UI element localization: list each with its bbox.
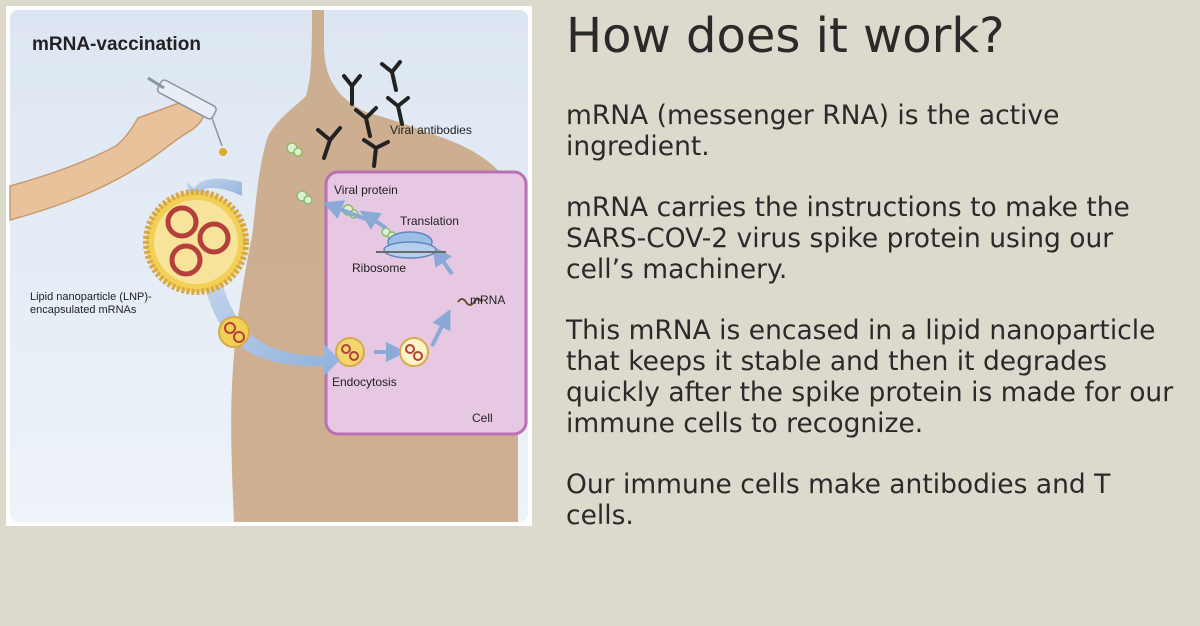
- ribosome-icon: [376, 231, 446, 259]
- mrna-strand-icon: [457, 298, 483, 306]
- arrow-release-mrna: [430, 309, 451, 347]
- small-lnp-icon: [218, 316, 250, 348]
- endosome-icons: [335, 337, 429, 367]
- antibody-icons: [316, 60, 410, 168]
- syringe-icon: [147, 76, 227, 156]
- mrna-vaccination-diagram: Viral antibodies Viral protein Translati…: [9, 10, 528, 522]
- cell-compartment: [324, 170, 528, 436]
- paragraph-immune-cells: Our immune cells make antibodies and T c…: [566, 469, 1111, 531]
- diagram-frame: Viral antibodies Viral protein Translati…: [6, 6, 532, 526]
- label-ribosome: Ribosome: [352, 261, 406, 275]
- label-cell: Cell: [472, 411, 493, 425]
- slide-title: How does it work?: [566, 8, 1005, 64]
- label-translation: Translation: [400, 214, 459, 228]
- slide-body: mRNA (messenger RNA) is the active ingre…: [566, 100, 1186, 561]
- label-mrna: mRNA: [470, 293, 505, 307]
- label-lnp-line1: Lipid nanoparticle (LNP)-: [30, 291, 152, 303]
- paragraph-instructions: mRNA carries the instructions to make th…: [566, 192, 1130, 285]
- arrow-translation: [359, 210, 388, 230]
- label-viral-antibodies: Viral antibodies: [390, 123, 472, 137]
- lipid-nanoparticle-icon: [143, 189, 249, 295]
- label-viral-protein: Viral protein: [334, 183, 398, 197]
- paragraph-active-ingredient: mRNA (messenger RNA) is the active ingre…: [566, 100, 1060, 162]
- arrow-mrna-to-ribosome: [432, 245, 454, 276]
- paragraph-lipid-nanoparticle: This mRNA is encased in a lipid nanopart…: [566, 315, 1174, 439]
- label-endocytosis: Endocytosis: [332, 375, 397, 389]
- diagram-title: mRNA-vaccination: [32, 34, 201, 55]
- label-lnp-line2: encapsulated mRNAs: [30, 304, 137, 316]
